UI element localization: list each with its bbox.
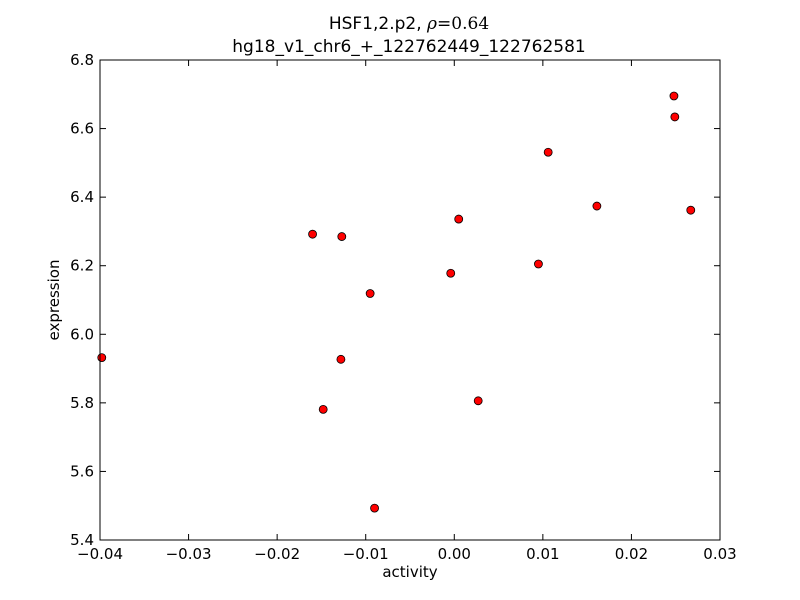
x-tick-label-2: −0.02 [254,545,300,563]
x-tick-label-1: −0.03 [166,545,212,563]
x-tick-label-7: 0.03 [703,545,736,563]
y-tick-label-1: 5.6 [70,462,94,480]
y-tick-label-4: 6.2 [70,257,94,275]
plot-area-frame [99,59,721,541]
x-tick-label-6: 0.02 [615,545,648,563]
data-point-14 [670,112,680,122]
y-tick-label-0: 5.4 [70,531,94,549]
chart-title: HSF1,2.p2, ρ=0.64 hg18_v1_chr6_+_1227624… [232,14,585,57]
data-point-11 [543,147,553,157]
data-point-9 [473,396,483,406]
title-rho-symbol: ρ [426,14,437,34]
y-tick-label-5: 6.4 [70,188,94,206]
data-point-1 [308,229,317,239]
data-points [97,91,696,513]
data-point-6 [370,503,379,513]
data-point-15 [686,205,696,215]
x-axis-label: activity [382,563,437,581]
y-axis-ticks: 5.4 5.6 5.8 6.0 6.2 6.4 6.6 6.8 [70,51,720,549]
y-tick-label-6: 6.6 [70,120,94,138]
data-point-13 [669,91,679,101]
chart-title-line2: hg18_v1_chr6_+_122762449_122762581 [232,37,585,57]
chart-title-line1: HSF1,2.p2, ρ=0.64 [329,14,489,34]
data-point-8 [454,214,464,224]
data-point-3 [318,404,328,414]
title-prefix: HSF1,2.p2, [329,14,427,34]
data-point-12 [592,201,602,211]
y-axis-label: expression [45,260,63,341]
data-point-2 [337,232,347,241]
data-point-5 [365,289,375,298]
x-tick-label-4: 0.00 [438,545,471,563]
y-tick-label-7: 6.8 [70,51,94,69]
data-point-10 [534,259,543,269]
x-tick-label-5: 0.01 [526,545,559,563]
y-tick-label-3: 6.0 [70,325,94,343]
data-point-7 [446,268,456,278]
title-rho-value: =0.64 [437,14,489,34]
x-axis-ticks: −0.04 −0.03 −0.02 −0.01 0.00 0.01 0.02 0.03 [77,60,737,563]
x-tick-label-0: −0.04 [77,545,123,563]
y-tick-label-2: 5.8 [70,394,94,412]
data-point-4 [336,354,346,364]
data-point-0 [97,353,107,363]
x-tick-label-3: −0.01 [343,545,389,563]
